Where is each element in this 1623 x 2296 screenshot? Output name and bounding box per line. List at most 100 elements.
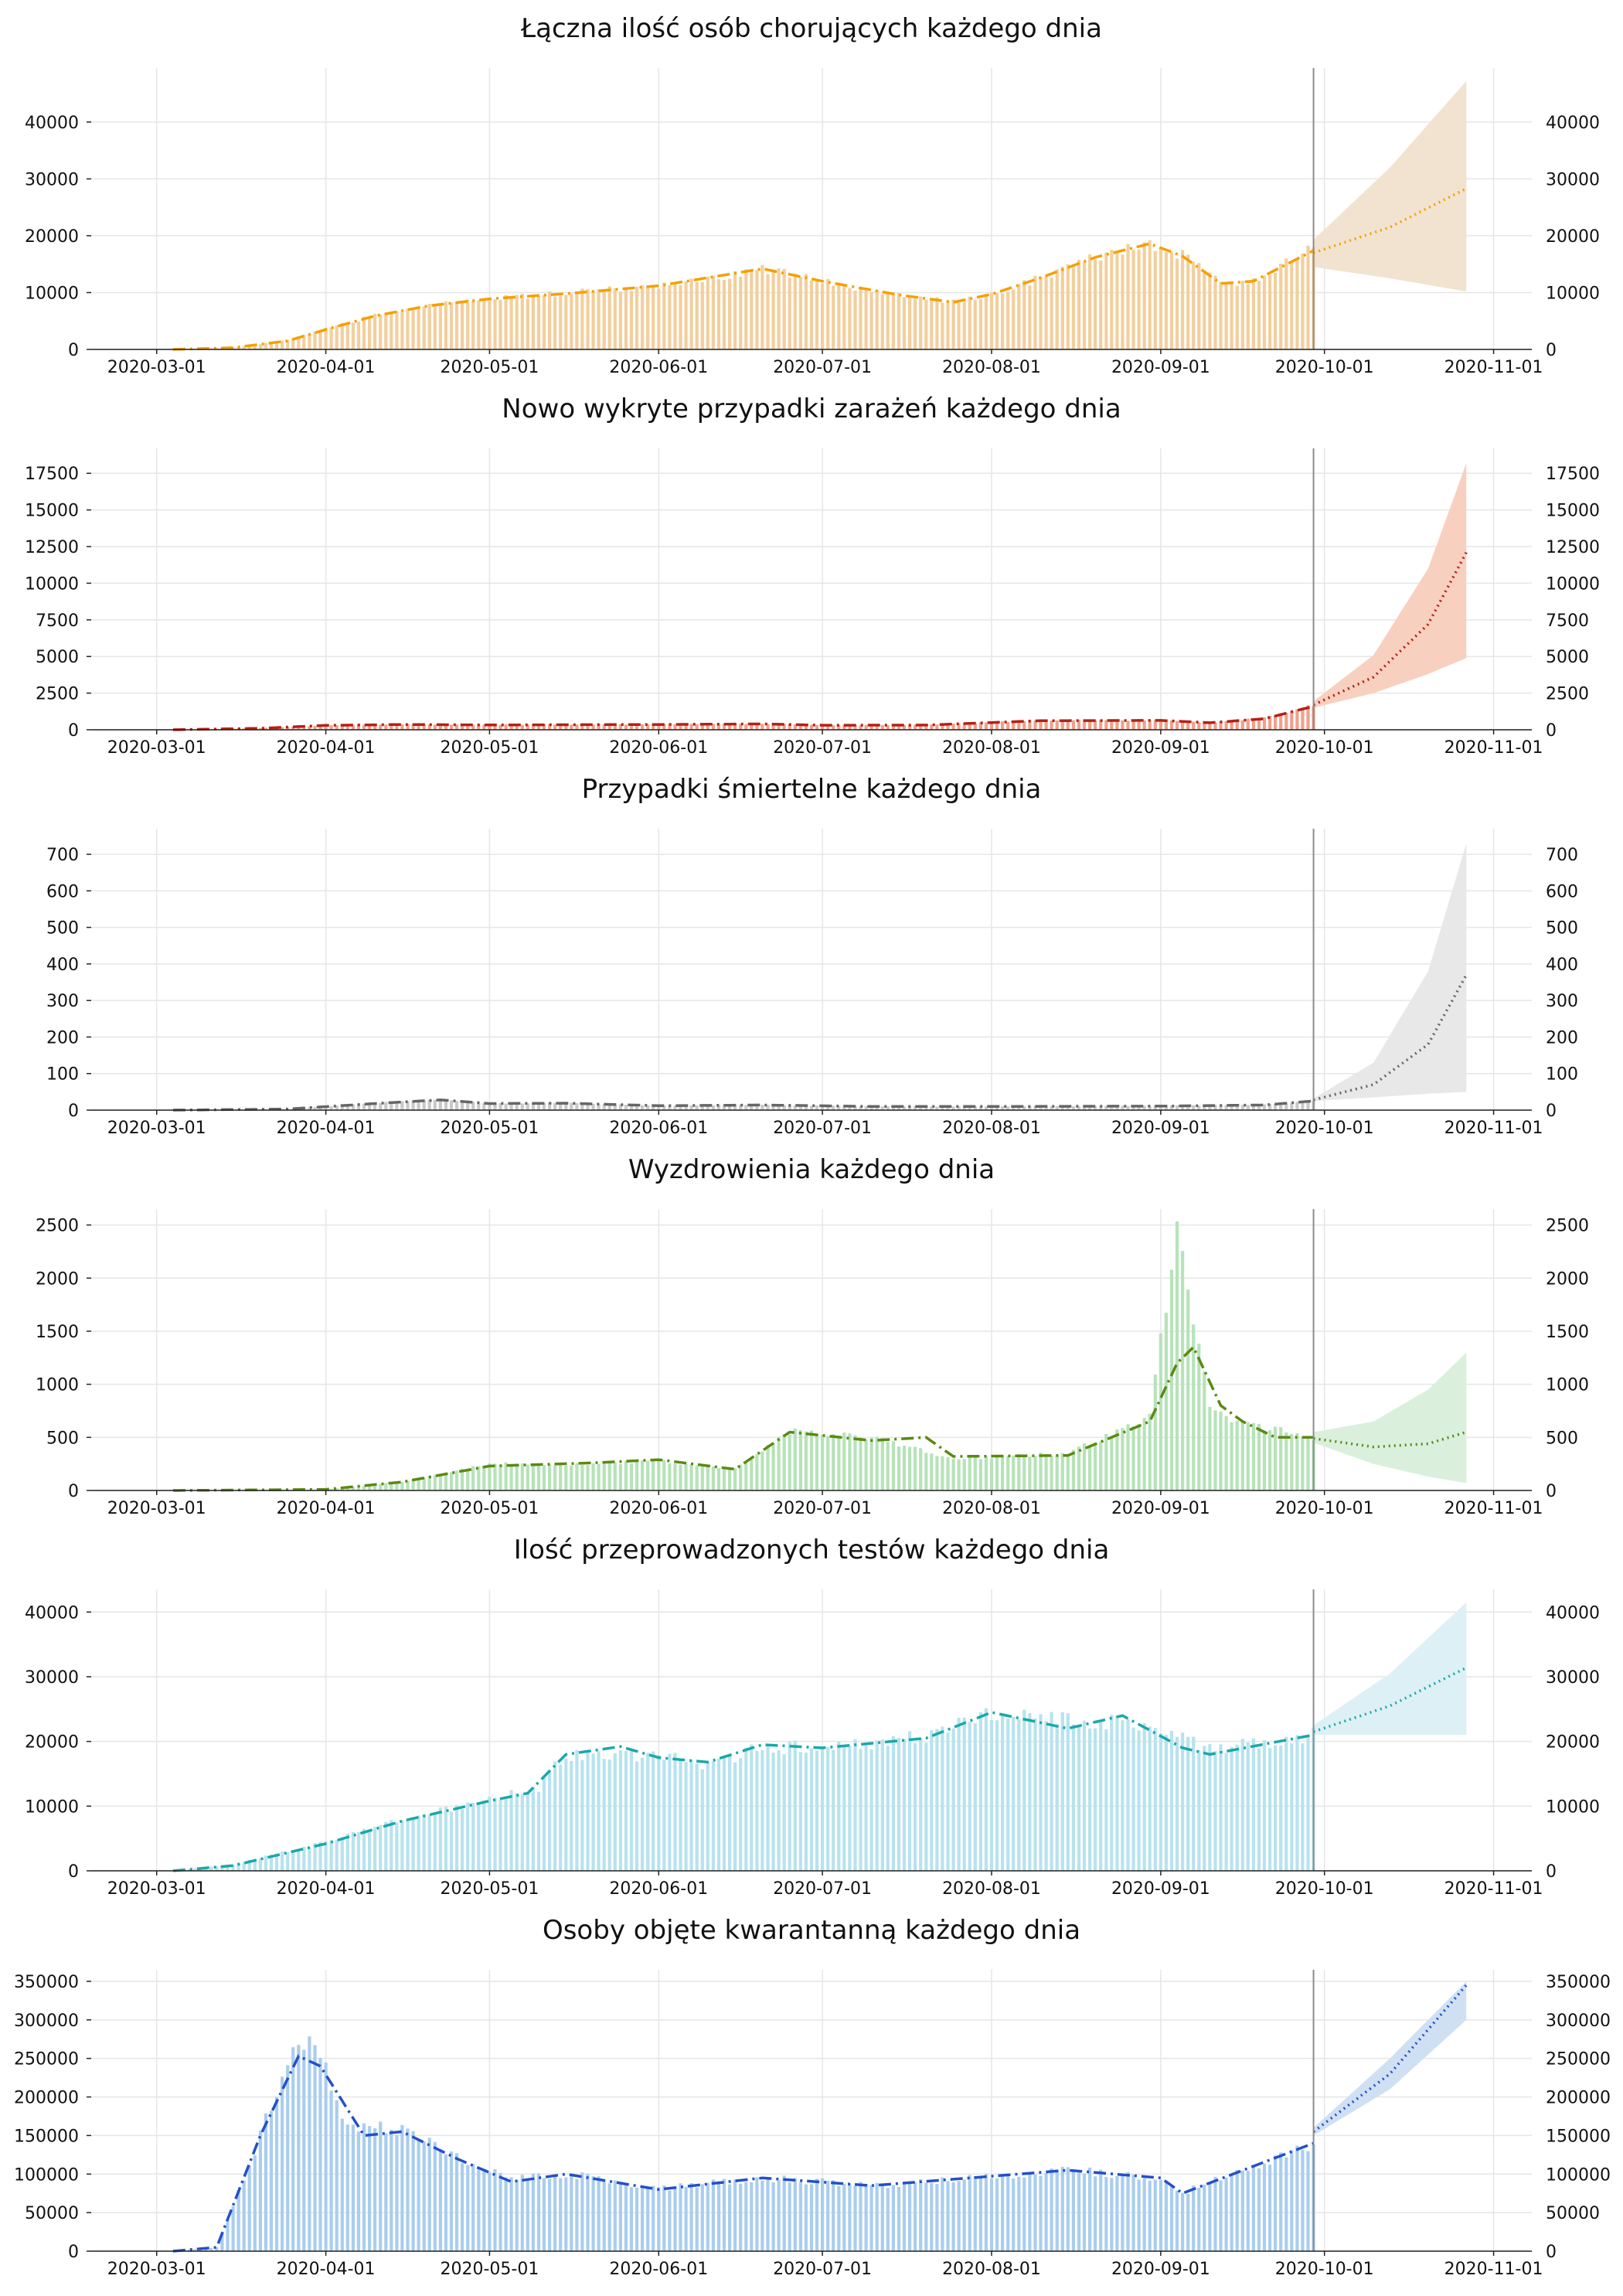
bar	[1284, 1432, 1288, 1490]
bar	[716, 1468, 721, 1490]
bar	[264, 342, 267, 349]
bar	[842, 285, 846, 349]
bar	[935, 297, 939, 349]
bar	[733, 1762, 737, 1871]
bar	[504, 295, 508, 349]
bar	[1044, 276, 1048, 349]
bar	[652, 1751, 655, 1871]
bar	[891, 724, 895, 730]
bar	[444, 724, 447, 730]
bars	[176, 2036, 1315, 2251]
bar	[1033, 1105, 1037, 1110]
bar	[859, 725, 863, 730]
bar	[1159, 2179, 1162, 2251]
bar	[390, 724, 393, 730]
y-tick-label-right: 200000	[1546, 2089, 1611, 2108]
bar	[1208, 1406, 1212, 1490]
bar	[629, 1749, 634, 1871]
bar	[978, 1712, 982, 1871]
bar	[1257, 281, 1261, 349]
x-tick-label: 2020-06-01	[609, 2260, 708, 2279]
bar	[1235, 285, 1239, 349]
bar	[826, 724, 830, 730]
bar	[809, 280, 814, 349]
bar	[1017, 1719, 1021, 1871]
bar	[515, 1793, 519, 1871]
y-tick-label-right: 150000	[1546, 2127, 1611, 2146]
bar	[1126, 1424, 1130, 1490]
bar	[335, 1105, 339, 1110]
bar	[984, 722, 988, 730]
bar	[1110, 2178, 1114, 2251]
bar	[1001, 1106, 1005, 1110]
bar	[684, 2186, 688, 2251]
bar	[1295, 1102, 1299, 1110]
x-tick-label: 2020-04-01	[277, 358, 376, 377]
bar	[520, 294, 524, 349]
bar	[755, 1750, 759, 1871]
bar	[1175, 1736, 1179, 1871]
y-tick-label-right: 30000	[1546, 170, 1600, 189]
y-tick-label-right: 10000	[1546, 284, 1600, 303]
bar	[406, 2128, 410, 2251]
y-tick-label-left: 100	[46, 1065, 79, 1085]
bar	[1306, 705, 1310, 730]
bar	[281, 340, 284, 349]
bar	[1284, 713, 1288, 730]
bar	[1251, 1738, 1255, 1871]
bar	[821, 283, 825, 349]
bar	[1230, 1422, 1233, 1490]
bar	[1169, 720, 1174, 730]
bar	[297, 1848, 301, 1871]
bar	[989, 722, 994, 730]
bar	[652, 1105, 655, 1110]
bar	[973, 2176, 977, 2251]
bar	[1022, 280, 1026, 349]
bar	[395, 724, 399, 730]
bar	[607, 1759, 611, 1871]
bar	[973, 1456, 977, 1490]
bar	[542, 1777, 546, 1871]
bar	[941, 1456, 944, 1490]
bar	[1169, 1105, 1174, 1110]
bar	[384, 2133, 388, 2251]
y-tick-label-right: 0	[1546, 341, 1557, 360]
bar	[668, 284, 672, 349]
bar	[1197, 1750, 1201, 1871]
bar	[1181, 250, 1185, 349]
x-tick-label: 2020-08-01	[942, 2260, 1041, 2279]
bar	[1142, 2178, 1146, 2251]
bar	[788, 278, 791, 349]
bar	[466, 299, 470, 349]
bar	[771, 724, 775, 730]
bar	[498, 1800, 502, 1871]
bar	[771, 1105, 775, 1110]
bar	[1203, 1371, 1206, 1490]
bar	[586, 724, 590, 730]
bar	[281, 727, 284, 730]
bar	[1001, 1456, 1005, 1490]
bar	[924, 2182, 928, 2251]
bar	[1039, 1106, 1043, 1110]
bar	[886, 2188, 890, 2251]
bar	[1301, 1102, 1305, 1110]
bar	[466, 1102, 470, 1110]
bar	[1099, 1722, 1103, 1871]
bar	[1088, 1729, 1092, 1871]
bar	[570, 1465, 573, 1490]
bar	[466, 1802, 470, 1871]
bar	[760, 1105, 764, 1110]
bar	[1197, 263, 1201, 349]
bar	[1284, 2157, 1288, 2251]
bar	[454, 1101, 459, 1110]
bar	[1022, 1106, 1026, 1110]
bar	[286, 2065, 290, 2251]
bar	[1066, 1713, 1070, 1871]
x-tick-label: 2020-04-01	[277, 1119, 376, 1138]
bar	[1050, 1455, 1053, 1490]
bar	[1213, 1105, 1217, 1110]
bar	[1262, 275, 1267, 349]
bar	[880, 1739, 884, 1871]
bar	[215, 1866, 219, 1871]
bar	[297, 726, 301, 730]
